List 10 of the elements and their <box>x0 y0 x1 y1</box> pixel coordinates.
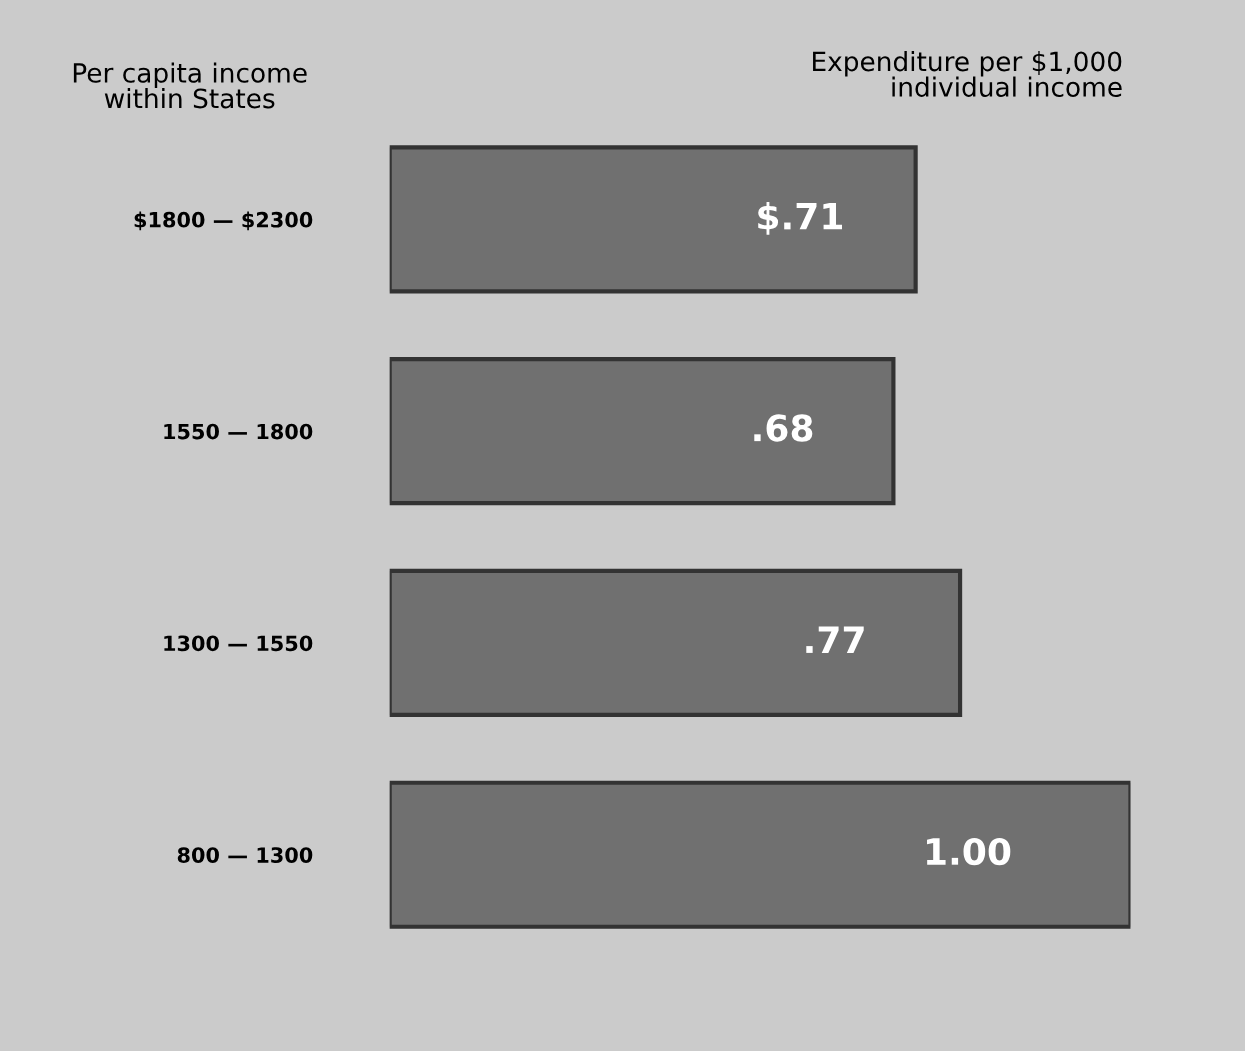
y-tick-label: 800 — 1300 <box>177 847 313 863</box>
x-axis-title: Expenditure per $1,000 individual income <box>813 50 1122 97</box>
y-axis-title: Per capita income within States <box>73 62 307 109</box>
y-tick-label: 1550 — 1800 <box>164 423 313 440</box>
data-label: 1.00 <box>927 837 1011 866</box>
data-label: .77 <box>806 626 864 653</box>
y-tick-label: $1800 — $2300 <box>134 211 313 231</box>
y-tick-label: 1300 — 1550 <box>164 635 313 652</box>
data-label: .68 <box>754 414 813 442</box>
data-label: $.71 <box>758 201 842 235</box>
